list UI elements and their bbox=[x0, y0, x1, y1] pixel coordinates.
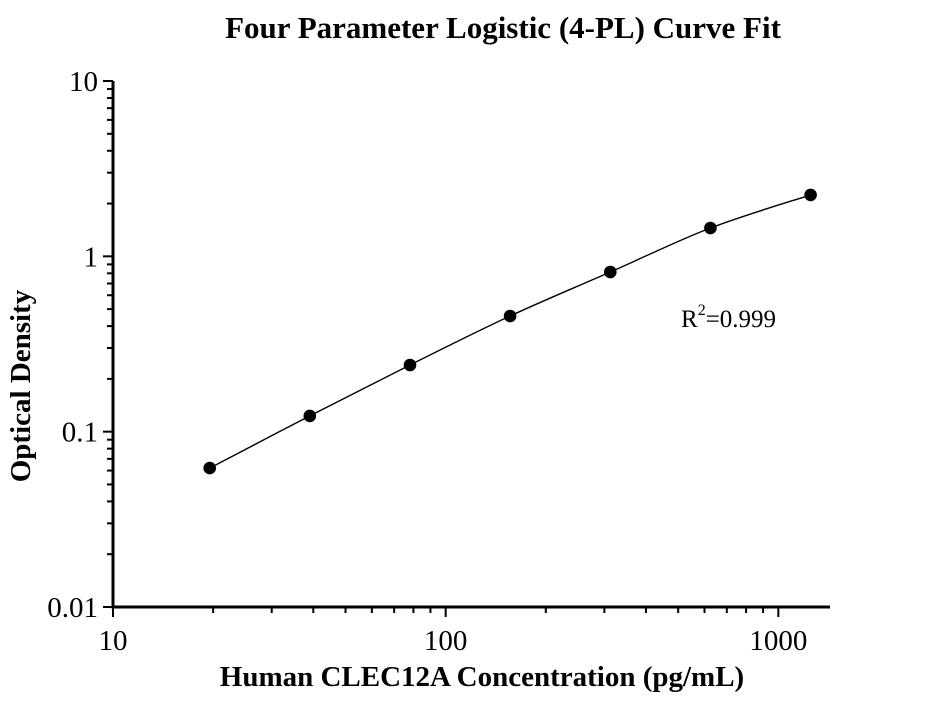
data-point bbox=[203, 461, 216, 475]
r-squared-base: R bbox=[681, 306, 698, 333]
y-tick-label: 0.1 bbox=[62, 417, 98, 449]
curve-and-points bbox=[203, 188, 817, 475]
data-point bbox=[804, 188, 817, 202]
data-point bbox=[604, 265, 617, 279]
data-point bbox=[303, 409, 317, 423]
y-tick-label: 1 bbox=[84, 241, 99, 273]
r-squared-annotation: R2=0.999 bbox=[681, 302, 776, 333]
x-tick-label: 10 bbox=[99, 625, 128, 657]
data-point bbox=[503, 309, 517, 323]
r-squared-sup: 2 bbox=[698, 302, 706, 319]
x-tick-label: 100 bbox=[424, 625, 468, 657]
x-tick-label: 1000 bbox=[749, 625, 807, 657]
y-axis-label: Optical Density bbox=[5, 289, 37, 482]
data-point bbox=[704, 221, 717, 235]
x-axis-label: Human CLEC12A Concentration (pg/mL) bbox=[220, 661, 744, 693]
axes: 10 100 1000 10 1 0.1 0.01 bbox=[47, 66, 830, 657]
y-tick-label: 0.01 bbox=[47, 592, 98, 624]
y-tick-label: 10 bbox=[69, 66, 98, 98]
chart-title: Four Parameter Logistic (4-PL) Curve Fit bbox=[225, 10, 782, 45]
data-point bbox=[403, 358, 417, 372]
r-squared-value: =0.999 bbox=[706, 306, 776, 333]
